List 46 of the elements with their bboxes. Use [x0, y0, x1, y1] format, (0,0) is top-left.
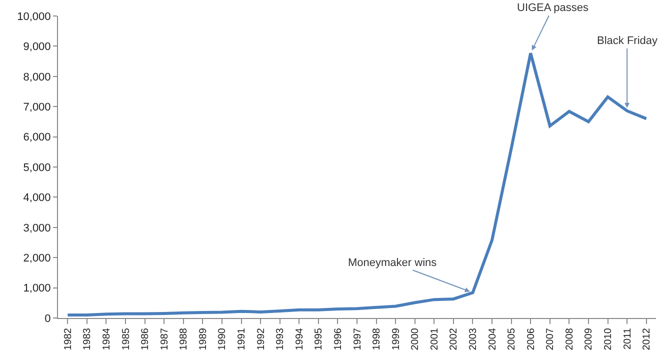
- x-tick-label: 1997: [352, 328, 364, 350]
- x-tick-label: 2011: [622, 328, 634, 350]
- x-tick-label: 1994: [294, 328, 306, 350]
- y-tick-label: 9,000: [23, 41, 51, 54]
- y-tick-label: 4,000: [23, 192, 51, 204]
- x-tick-label: 2012: [642, 328, 653, 350]
- annotation: Moneymaker wins: [348, 257, 438, 269]
- y-tick-label: 8,000: [23, 71, 51, 84]
- x-tick-label: 1992: [256, 328, 267, 350]
- x-tick-label: 1988: [178, 328, 190, 350]
- y-tick-label: 5,000: [23, 162, 51, 174]
- annotation: UIGEA passes: [517, 2, 590, 14]
- y-tick-label: 0: [44, 312, 51, 325]
- y-tick-label: 10,000: [17, 10, 51, 23]
- x-tick-label: 2006: [526, 328, 537, 350]
- x-tick-label: 2008: [564, 328, 576, 350]
- x-tick-label: 1984: [101, 328, 112, 350]
- x-tick-label: 1985: [120, 328, 132, 350]
- x-tick-label: 1996: [332, 328, 344, 350]
- x-tick-label: 1991: [236, 328, 248, 350]
- x-tick-label: 1989: [198, 328, 209, 350]
- y-tick-label: 6,000: [23, 132, 51, 144]
- x-tick-label: 2004: [487, 328, 498, 350]
- x-tick-label: 2000: [410, 328, 422, 350]
- x-tick-label: 1983: [82, 328, 94, 350]
- x-tick-label: 1990: [217, 328, 228, 350]
- x-tick-label: 2005: [506, 328, 518, 350]
- x-tick-label: 1993: [275, 328, 286, 350]
- x-tick-label: 2003: [468, 328, 479, 350]
- y-tick-label: 1,000: [23, 282, 51, 295]
- x-tick-label: 2002: [448, 328, 460, 350]
- x-tick-label: 2010: [603, 328, 614, 350]
- y-tick-label: 7,000: [23, 101, 51, 114]
- x-tick-label: 2007: [545, 328, 556, 350]
- y-tick-label: 2,000: [23, 252, 51, 264]
- line-series: [66, 52, 648, 316]
- x-tick-label: 2001: [429, 328, 440, 350]
- x-tick-label: 1995: [314, 328, 325, 350]
- annotation: Black Friday: [597, 35, 658, 47]
- x-tick-label: 2009: [584, 328, 595, 350]
- x-tick-label: 1998: [372, 328, 383, 350]
- x-tick-label: 1987: [159, 328, 170, 350]
- x-tick-label: 1999: [390, 328, 402, 350]
- x-tick-label: 1982: [62, 328, 74, 350]
- x-tick-label: 1986: [140, 328, 152, 350]
- y-tick-label: 3,000: [23, 222, 51, 234]
